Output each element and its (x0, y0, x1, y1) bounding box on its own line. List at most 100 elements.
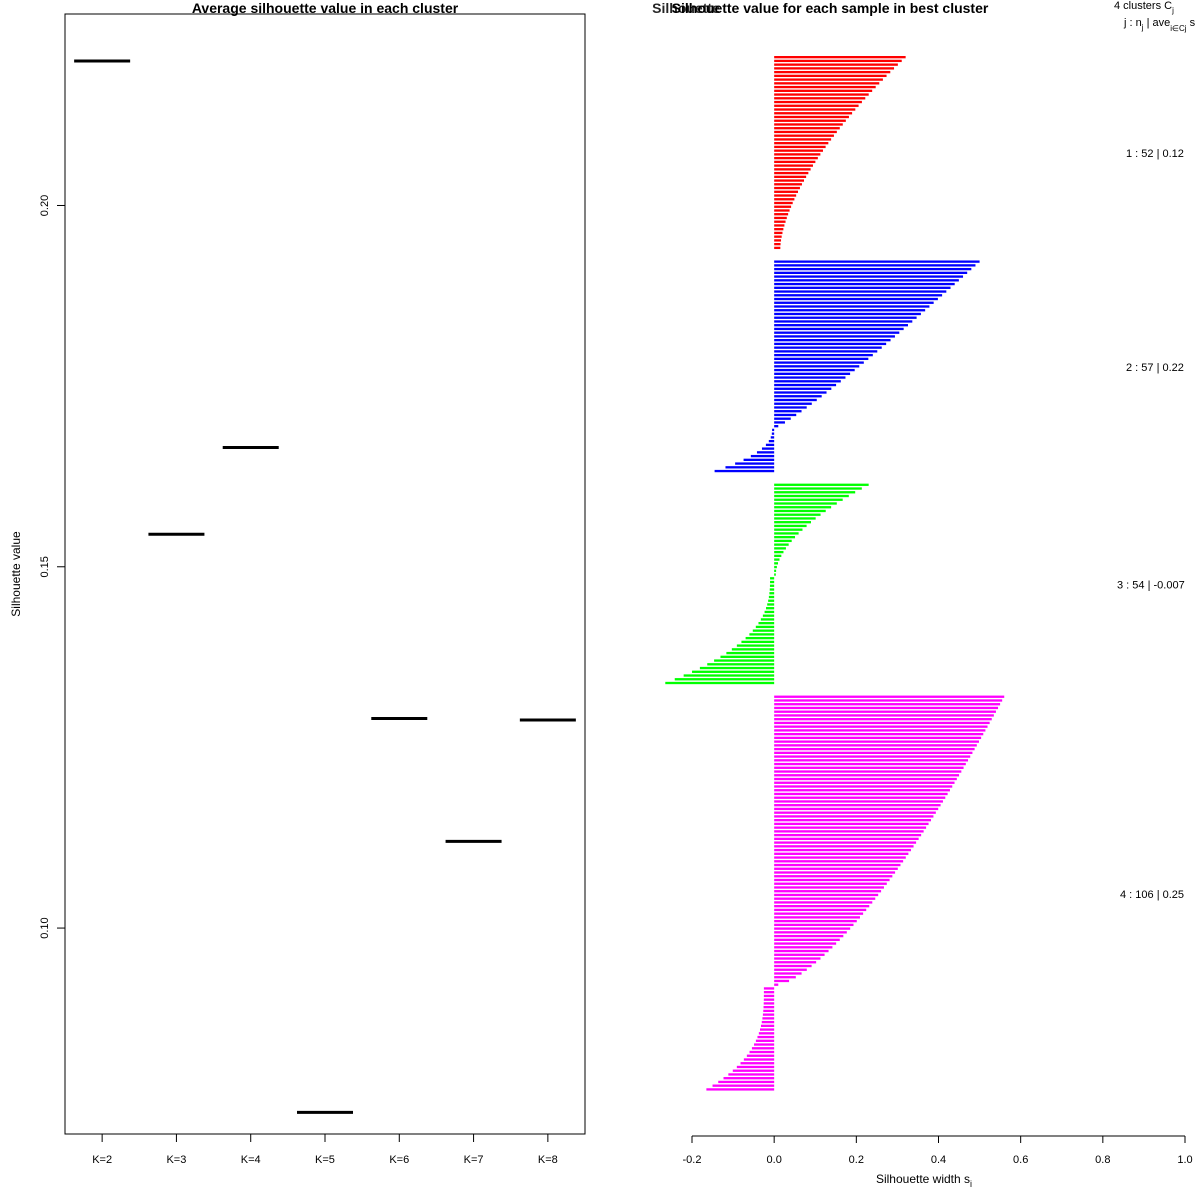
silhouette-bar (774, 316, 917, 319)
silhouette-bar (769, 584, 775, 587)
silhouette-bar (774, 402, 812, 405)
silhouette-bar (774, 320, 913, 323)
silhouette-bar (769, 592, 775, 595)
silhouette-bar (774, 383, 837, 387)
silhouette-bar (774, 558, 780, 561)
silhouette-bar (774, 912, 864, 915)
silhouette-bar (774, 699, 1003, 702)
silhouette-bar (774, 201, 793, 205)
silhouette-bar (756, 451, 775, 454)
silhouette-bar (774, 539, 792, 543)
right-panel: Silhouette value for each sample in best… (652, 0, 1195, 1189)
silhouette-bar (774, 112, 853, 115)
silhouette-bar (774, 882, 887, 885)
silhouette-bar (774, 949, 829, 953)
silhouette-bar (774, 979, 790, 983)
silhouette-bar (774, 524, 807, 528)
silhouette-bar (760, 1028, 775, 1031)
silhouette-bar (774, 800, 943, 803)
silhouette-bar (774, 517, 816, 520)
silhouette-bar (774, 706, 999, 710)
silhouette-bar (774, 413, 797, 417)
silhouette-bar (743, 1058, 775, 1061)
silhouette-bar (774, 562, 779, 565)
silhouette-bar (774, 770, 962, 773)
silhouette-bar (774, 845, 914, 848)
silhouette-bar (774, 535, 796, 539)
silhouette-bar (774, 421, 785, 424)
silhouette-bar (774, 796, 946, 799)
silhouette-bar (774, 282, 955, 286)
silhouette-bar (774, 822, 929, 826)
silhouette-bar (774, 279, 959, 282)
columns-header-sub-i: i∈Cj (1170, 24, 1187, 33)
silhouette-bar (774, 78, 883, 81)
silhouette-bar (774, 309, 926, 312)
silhouette-bar (774, 494, 849, 498)
silhouette-bar (774, 372, 851, 375)
silhouette-bar (774, 983, 779, 986)
silhouette-bar (772, 428, 775, 432)
silhouette-bar (731, 648, 775, 651)
silhouette-bar (774, 346, 882, 349)
silhouette-bar (774, 714, 994, 717)
silhouette-bar (774, 331, 900, 334)
silhouette-bar (774, 833, 922, 837)
silhouette-bar (774, 976, 796, 979)
silhouette-bar (758, 622, 775, 625)
silhouette-bar (774, 792, 948, 796)
silhouette-bar (774, 387, 832, 390)
silhouette-bar (774, 513, 821, 516)
silhouette-bar (774, 491, 856, 494)
silhouette-bar (774, 916, 860, 919)
silhouette-bar (774, 153, 821, 156)
silhouette-bar (774, 972, 802, 975)
silhouette-bar (774, 487, 862, 490)
silhouette-bar (712, 1084, 775, 1087)
cluster-label-2: 2 : 57 | 0.22 (1126, 362, 1184, 374)
silhouette-bar (774, 286, 951, 289)
left-plot-frame (64, 13, 586, 1135)
columns-header: j : nj | avei∈Cj s (1123, 17, 1196, 33)
silhouette-bar (774, 242, 781, 246)
silhouette-bar (774, 789, 950, 792)
silhouette-bar (774, 198, 795, 201)
columns-header-j: j : n (1123, 17, 1142, 29)
silhouette-bar (774, 246, 781, 250)
silhouette-bar (774, 875, 893, 878)
silhouette-bar (774, 718, 992, 721)
silhouette-bar (774, 342, 887, 346)
silhouette-bar (774, 744, 977, 747)
silhouette-bar (774, 953, 825, 956)
silhouette-bar (774, 483, 869, 486)
silhouette-bar (774, 815, 934, 818)
silhouette-bar (774, 759, 969, 762)
silhouette-bar (745, 636, 775, 640)
silhouette-bar (774, 830, 924, 833)
silhouette-bar (725, 466, 775, 469)
silhouette-bar (774, 130, 837, 134)
silhouette-bar (774, 565, 777, 569)
columns-header-sub-j: j (1141, 23, 1144, 32)
silhouette-bar (774, 395, 822, 398)
silhouette-bar (774, 425, 779, 428)
silhouette-bar (774, 957, 821, 960)
silhouette-bar (755, 625, 775, 629)
silhouette-bar (735, 462, 775, 465)
silhouette-bar (774, 878, 890, 882)
cluster-label-3: 3 : 54 | -0.007 (1117, 580, 1185, 592)
right-x-tick-label-5: 0.8 (1095, 1154, 1110, 1166)
silhouette-bar (774, 260, 980, 263)
silhouette-bar (774, 327, 904, 331)
silhouette-bar (728, 1073, 775, 1076)
silhouette-bar (774, 335, 895, 338)
silhouette-bar (774, 63, 898, 66)
silhouette-bar (774, 297, 938, 301)
silhouette-bar (774, 228, 784, 231)
right-chart-title: Silhouette value for each sample in best… (672, 0, 989, 16)
silhouette-bar (774, 380, 841, 383)
silhouette-bar (771, 432, 775, 435)
silhouette-bar (774, 736, 982, 740)
silhouette-bar (774, 56, 906, 59)
silhouette-bar (774, 368, 855, 372)
